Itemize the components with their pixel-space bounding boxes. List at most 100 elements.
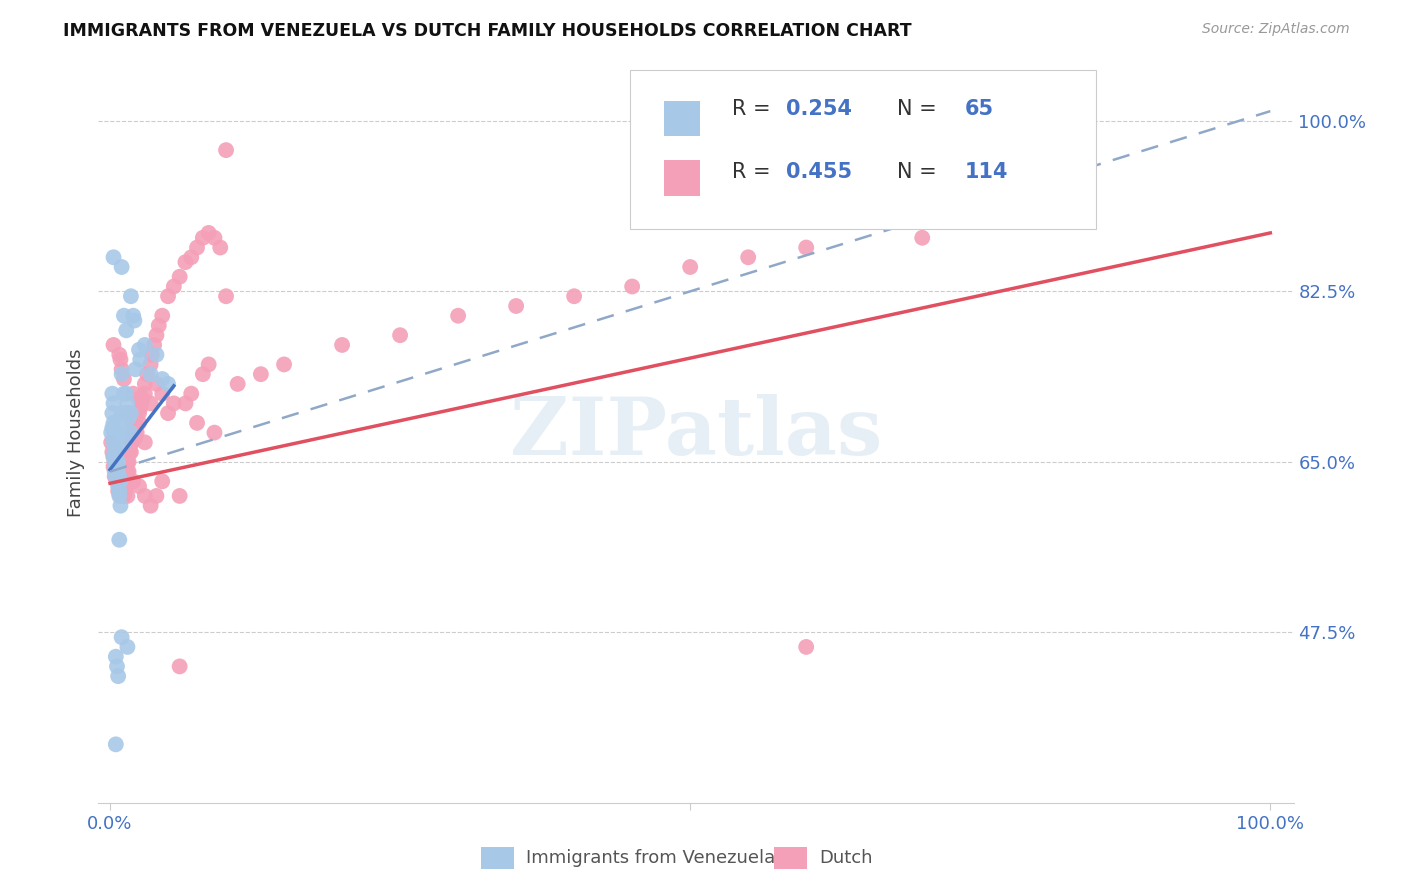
Point [111,362,134,376]
Point [447,309,470,323]
Point [101,421,124,435]
Point [111,367,134,381]
Point [115,386,138,401]
Point [911,231,934,245]
Point [120,445,142,459]
Point [204,425,226,440]
Point [107,484,129,499]
Point [117,455,139,469]
Point [104,445,127,459]
Text: 0.455: 0.455 [786,162,852,182]
Point [145,328,167,343]
Point [110,489,132,503]
Point [145,376,167,391]
Point [174,396,197,410]
Point [129,352,152,367]
Point [117,465,139,479]
Point [169,489,191,503]
Y-axis label: Family Households: Family Households [66,349,84,516]
Point [124,425,146,440]
Point [117,406,139,420]
Point [197,226,219,240]
Point [101,386,124,401]
Text: ZIPatlas: ZIPatlas [510,393,882,472]
Point [105,465,128,479]
Point [143,338,166,352]
Point [794,240,817,255]
Point [330,338,353,352]
Point [107,455,129,469]
Point [103,396,125,410]
Point [191,367,214,381]
Point [150,475,173,489]
Text: R =: R = [733,99,778,120]
Point [737,250,759,264]
Point [389,328,412,343]
Point [120,425,142,440]
Point [101,445,124,459]
Point [150,309,173,323]
Point [215,143,238,157]
Point [186,240,208,255]
Point [139,499,162,513]
Text: Source: ZipAtlas.com: Source: ZipAtlas.com [1202,22,1350,37]
Point [131,396,153,410]
Point [250,367,273,381]
Point [104,469,127,483]
Point [117,406,139,420]
Point [111,425,134,440]
Point [103,450,125,464]
Text: Dutch: Dutch [820,848,873,867]
Point [103,435,125,450]
Point [111,479,134,493]
Point [104,455,127,469]
Point [122,386,145,401]
Point [100,435,122,450]
Point [134,489,156,503]
Point [136,367,159,381]
Point [114,425,136,440]
Point [104,440,127,454]
Point [128,406,150,420]
Point [100,425,122,440]
Point [139,358,162,372]
Point [105,475,128,489]
Point [104,455,127,469]
Point [122,416,145,430]
Point [145,489,167,503]
Text: 114: 114 [965,162,1008,182]
Bar [773,847,807,870]
Point [103,416,125,430]
Point [105,659,128,673]
Point [117,465,139,479]
Point [108,489,131,503]
Point [139,396,162,410]
Point [120,435,142,450]
Point [112,484,135,499]
Point [114,406,136,420]
Point [134,386,156,401]
Point [107,459,129,474]
Point [112,309,135,323]
Point [141,348,163,362]
Point [124,416,146,430]
Point [157,406,180,420]
Point [134,376,156,391]
Point [104,455,127,469]
Point [112,435,135,450]
Point [111,406,134,420]
Point [114,475,136,489]
Point [104,469,127,483]
Point [125,425,148,440]
Text: R =: R = [733,162,778,182]
Point [118,445,141,459]
Point [111,469,134,483]
Point [145,348,167,362]
Point [111,416,134,430]
Point [163,279,186,293]
Point [104,737,127,751]
Point [108,469,131,483]
Point [117,640,139,654]
Point [134,435,156,450]
Point [117,455,139,469]
